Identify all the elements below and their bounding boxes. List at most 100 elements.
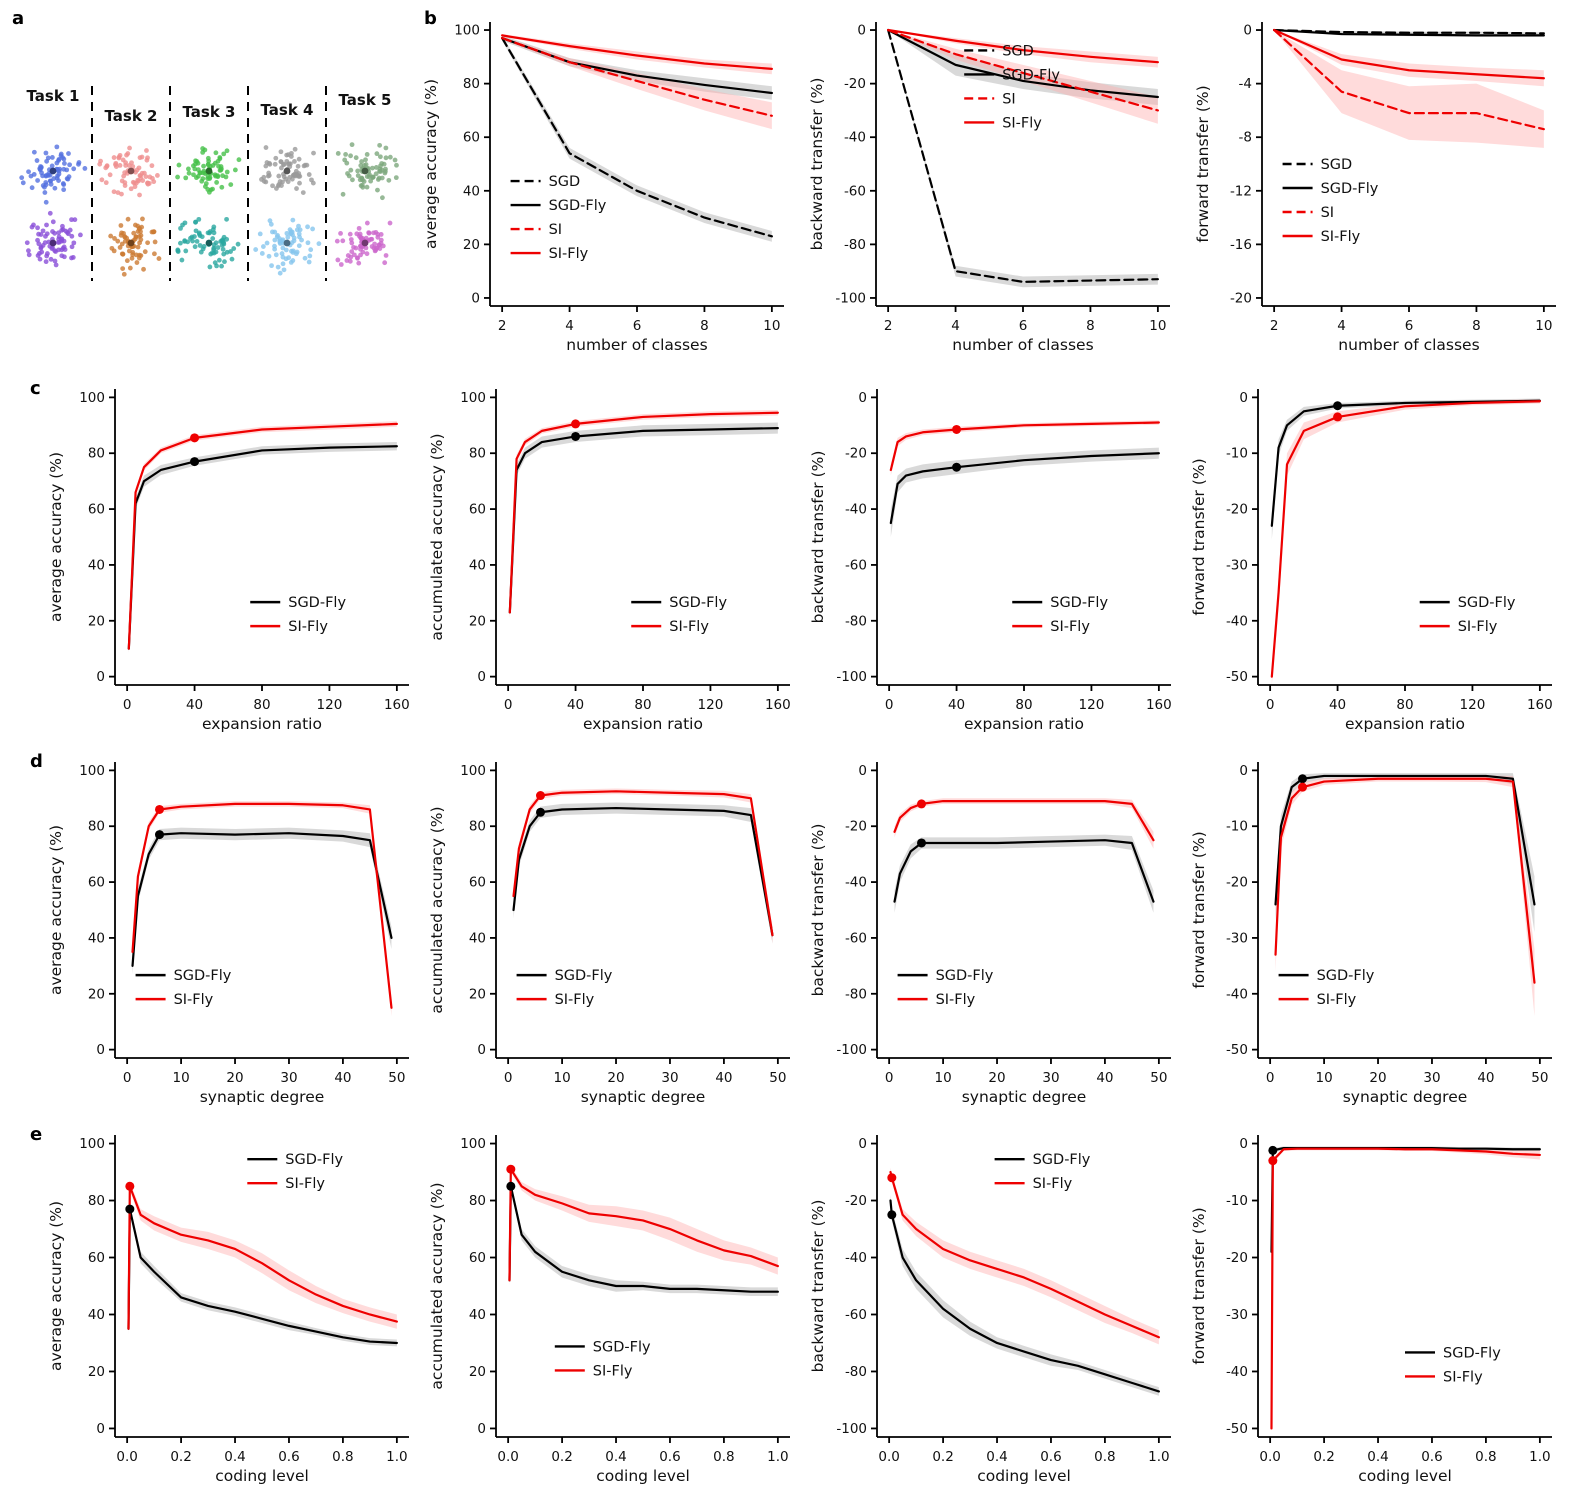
y-tick-label: 100 — [460, 390, 486, 406]
y-tick-label: -30 — [1226, 1307, 1248, 1323]
x-tick-label: 10 — [1315, 1070, 1332, 1086]
series-line-SI — [887, 28, 1159, 112]
x-axis-label: synaptic degree — [581, 1088, 706, 1106]
y-axis-label: average accuracy (%) — [47, 825, 65, 995]
legend-label: SI — [1321, 205, 1334, 221]
reference-marker — [536, 807, 546, 817]
x-tick-label: 30 — [1042, 1070, 1059, 1086]
cluster-center-dot — [49, 167, 57, 175]
x-axis-label: synaptic degree — [200, 1088, 325, 1106]
y-tick-label: 20 — [88, 986, 105, 1002]
series-line-SGD — [1273, 28, 1545, 35]
x-axis-label: coding level — [977, 1467, 1071, 1485]
legend-label: SGD-Fly — [288, 595, 346, 611]
y-tick-label: -40 — [845, 1250, 867, 1266]
error-band — [128, 1182, 397, 1335]
y-tick-label: -80 — [845, 1364, 867, 1380]
legend-label: SGD-Fly — [1321, 181, 1379, 197]
x-tick-label: 50 — [1150, 1070, 1167, 1086]
legend: SGD-Fly SI-Fly — [631, 595, 727, 635]
y-tick-label: 0 — [477, 1421, 486, 1437]
x-tick-label: 160 — [1527, 697, 1553, 713]
chart-avg-accuracy-vs-coding-level: 0.0 0.2 0.4 0.6 0.8 1.0 0 20 40 60 80 100 coding lev… — [47, 1135, 409, 1485]
legend-label: SI-Fly — [936, 992, 976, 1008]
y-tick-label: -50 — [1226, 1042, 1248, 1058]
y-tick-label: -16 — [1230, 237, 1252, 253]
y-tick-label: 0 — [858, 1136, 867, 1152]
x-tick-label: 0 — [885, 1070, 894, 1086]
y-tick-label: -40 — [1226, 613, 1248, 629]
legend-label: SGD-Fly — [593, 1339, 651, 1355]
y-tick-label: -20 — [845, 446, 867, 462]
x-tick-label: 2 — [884, 318, 893, 334]
x-tick-label: 40 — [948, 697, 965, 713]
x-tick-label: 4 — [1337, 318, 1346, 334]
x-axis-label: expansion ratio — [964, 715, 1084, 733]
x-axis-label: synaptic degree — [962, 1088, 1087, 1106]
x-tick-label: 160 — [765, 697, 791, 713]
series-line-SGD-Fly — [508, 426, 779, 614]
x-tick-label: 10 — [763, 318, 780, 334]
y-tick-label: 0 — [858, 763, 867, 779]
x-tick-label: 40 — [1477, 1070, 1494, 1086]
series-line-SI-Fly — [1274, 777, 1536, 984]
plot-area: 0 40 80 120 160 0 20 40 60 80 100 expansion ratio av… — [47, 389, 410, 733]
y-axis-label: forward transfer (%) — [1190, 1207, 1208, 1364]
x-tick-label: 0.0 — [878, 1449, 899, 1465]
x-tick-label: 120 — [698, 697, 724, 713]
x-tick-label: 80 — [1396, 697, 1413, 713]
x-tick-label: 40 — [567, 697, 584, 713]
series-line-SI-Fly — [508, 1168, 779, 1282]
legend: SGD-Fly SI-Fly — [1405, 1345, 1501, 1385]
series-line-SGD-Fly — [127, 1207, 398, 1345]
plot-area: 0.0 0.2 0.4 0.6 0.8 1.0 -100 -80 -60 -40 -20 0 codin… — [809, 1135, 1171, 1485]
reference-marker — [506, 1164, 516, 1174]
legend-label: SGD-Fly — [1002, 67, 1060, 83]
x-tick-label: 10 — [934, 1070, 951, 1086]
x-axis-label: number of classes — [952, 336, 1093, 354]
x-tick-label: 30 — [1423, 1070, 1440, 1086]
series-line-SI-Fly — [887, 28, 1159, 64]
legend-label: SI-Fly — [593, 1363, 633, 1379]
cluster-center-dot — [361, 239, 369, 247]
task-column: Task 2 — [97, 86, 171, 281]
y-tick-label: -20 — [1226, 1250, 1248, 1266]
scatter-cluster — [259, 145, 316, 196]
plot-area: 0 10 20 30 40 50 0 20 40 60 80 100 synaptic degree ac… — [428, 762, 790, 1106]
y-tick-label: -8 — [1239, 130, 1252, 146]
series-line-SGD-Fly — [127, 445, 398, 650]
reference-marker — [506, 1181, 516, 1191]
error-band — [502, 35, 772, 100]
y-axis-label: backward transfer (%) — [809, 824, 827, 997]
series-line-SI-Fly — [131, 802, 393, 1009]
error-band — [1271, 1146, 1540, 1435]
cluster-center-dot — [205, 239, 213, 247]
series-line-SI-Fly — [889, 421, 1160, 472]
x-tick-label: 0.2 — [1313, 1449, 1334, 1465]
x-tick-label: 1.0 — [1529, 1449, 1550, 1465]
x-tick-label: 2 — [498, 318, 507, 334]
chart-forward-transfer-vs-expansion: 0 40 80 120 160 -50 -40 -30 -20 -10 0 expansion rat… — [1190, 389, 1553, 733]
legend-label: SI-Fly — [1050, 619, 1090, 635]
y-tick-label: -4 — [1239, 76, 1252, 92]
plot-area: 0 40 80 120 160 -50 -40 -30 -20 -10 0 expansion rat… — [1190, 389, 1553, 733]
y-tick-label: -80 — [845, 613, 867, 629]
legend-label: SI-Fly — [555, 992, 595, 1008]
x-tick-label: 0.8 — [1475, 1449, 1496, 1465]
legend-label: SGD-Fly — [285, 1152, 343, 1168]
y-tick-label: 100 — [460, 763, 486, 779]
y-tick-label: 0 — [1239, 1136, 1248, 1152]
x-tick-label: 0.0 — [116, 1449, 137, 1465]
error-band — [128, 421, 397, 653]
y-tick-label: 100 — [454, 23, 480, 39]
reference-marker — [1268, 1156, 1278, 1166]
legend-label: SGD — [549, 174, 581, 190]
series-line-SI — [501, 36, 773, 117]
scatter-cluster — [253, 217, 322, 276]
legend-label: SGD-Fly — [555, 968, 613, 984]
x-tick-label: 0.8 — [713, 1449, 734, 1465]
x-tick-label: 0.0 — [497, 1449, 518, 1465]
x-tick-label: 0.2 — [551, 1449, 572, 1465]
y-tick-label: 40 — [88, 930, 105, 946]
y-tick-label: -80 — [845, 986, 867, 1002]
